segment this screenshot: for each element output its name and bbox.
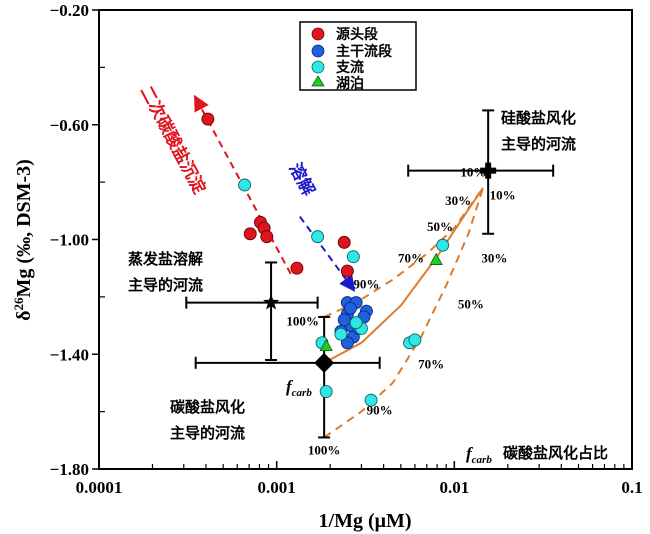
carbonate-endmember-diamond bbox=[314, 352, 335, 373]
mixing-curve-solid bbox=[323, 187, 484, 364]
silicate-label-line1: 硅酸盐风化 bbox=[501, 109, 576, 127]
y-tick-label: −0.60 bbox=[50, 116, 89, 135]
tributary-point bbox=[334, 327, 348, 341]
fcarb-note-symbol: fcarb bbox=[466, 444, 492, 466]
source-point bbox=[201, 112, 215, 126]
legend-label-lake: 湖泊 bbox=[336, 75, 364, 92]
upper-curve-percent-label: 70% bbox=[398, 250, 424, 265]
mainstream-point bbox=[343, 301, 357, 315]
upper-curve-percent-label: 100% bbox=[286, 314, 319, 329]
mixing-curve-lower bbox=[323, 187, 484, 439]
lower-curve-percent-label: 70% bbox=[418, 357, 444, 372]
tributary-point bbox=[238, 178, 252, 192]
y-axis-label: δ26Mg (‰, DSM-3) bbox=[11, 159, 35, 321]
mainstream-point bbox=[337, 313, 351, 327]
y-tick-label: −1.40 bbox=[50, 345, 89, 364]
legend-marker-source bbox=[311, 27, 325, 41]
dissolution-arrow bbox=[299, 215, 356, 292]
source-point bbox=[340, 264, 354, 278]
legend-label-source: 源头段 bbox=[336, 26, 378, 43]
tributary-point bbox=[346, 250, 360, 264]
tributary-point bbox=[408, 333, 422, 347]
legend: 源头段 主干流段 支流 湖泊 bbox=[299, 21, 417, 92]
legend-marker-mainstream bbox=[311, 44, 325, 58]
lower-curve-percent-label: 10% bbox=[490, 187, 516, 202]
evaporite-endmember-star bbox=[263, 294, 280, 310]
legend-label-tributary: 支流 bbox=[335, 59, 364, 76]
legend-marker-lake bbox=[311, 75, 325, 87]
tributary-point bbox=[311, 230, 325, 244]
lower-curve-percent-label: 50% bbox=[458, 296, 484, 311]
source-point bbox=[337, 235, 351, 249]
precipitation-label: 二次碳酸盐沉淀 bbox=[136, 82, 211, 198]
tributary-point bbox=[349, 316, 363, 330]
silicate-label-line2: 主导的河流 bbox=[501, 135, 576, 153]
tributary-point bbox=[364, 393, 378, 407]
x-tick-label: 0.0001 bbox=[76, 478, 123, 497]
tributary-point bbox=[436, 238, 450, 252]
lower-curve-percent-label: 90% bbox=[367, 402, 393, 417]
y-tick-label: −1.00 bbox=[50, 231, 89, 250]
evaporite-label-line2: 主导的河流 bbox=[128, 276, 203, 294]
carbonate-label-line1: 碳酸盐风化 bbox=[170, 398, 245, 416]
x-tick-label: 0.01 bbox=[439, 478, 469, 497]
tributary-point bbox=[319, 385, 333, 398]
x-tick-label: 0.001 bbox=[258, 478, 296, 497]
evaporite-label-line1: 蒸发盐溶解 bbox=[128, 250, 203, 268]
fcarb-endmember-label: fcarb bbox=[286, 377, 312, 399]
x-axis-label: 1/Mg (μM) bbox=[319, 510, 412, 532]
fcarb-note-text: 碳酸盐风化占比 bbox=[503, 444, 608, 462]
x-tick-label: 0.1 bbox=[621, 478, 642, 497]
y-tick-label: −0.20 bbox=[50, 1, 89, 20]
lower-curve-percent-label: 100% bbox=[308, 443, 341, 458]
upper-curve-percent-label: 50% bbox=[427, 219, 453, 234]
silicate-endmember-plus bbox=[485, 162, 492, 179]
source-point bbox=[290, 261, 304, 275]
legend-marker-tributary bbox=[311, 60, 325, 74]
upper-curve-percent-label: 10% bbox=[460, 164, 486, 179]
upper-curve-percent-label: 90% bbox=[353, 276, 379, 291]
source-point bbox=[243, 227, 257, 241]
carbonate-label-line2: 主导的河流 bbox=[170, 424, 245, 442]
lower-curve-percent-label: 30% bbox=[481, 250, 507, 265]
lake-point bbox=[319, 338, 333, 352]
source-point bbox=[260, 230, 274, 244]
mainstream-point bbox=[340, 336, 354, 350]
upper-curve-percent-label: 30% bbox=[445, 193, 471, 208]
y-tick-label: −1.80 bbox=[50, 460, 89, 479]
legend-label-mainstream: 主干流段 bbox=[336, 43, 392, 60]
dissolution-label: 溶解 bbox=[285, 159, 320, 199]
lake-point bbox=[429, 252, 443, 265]
